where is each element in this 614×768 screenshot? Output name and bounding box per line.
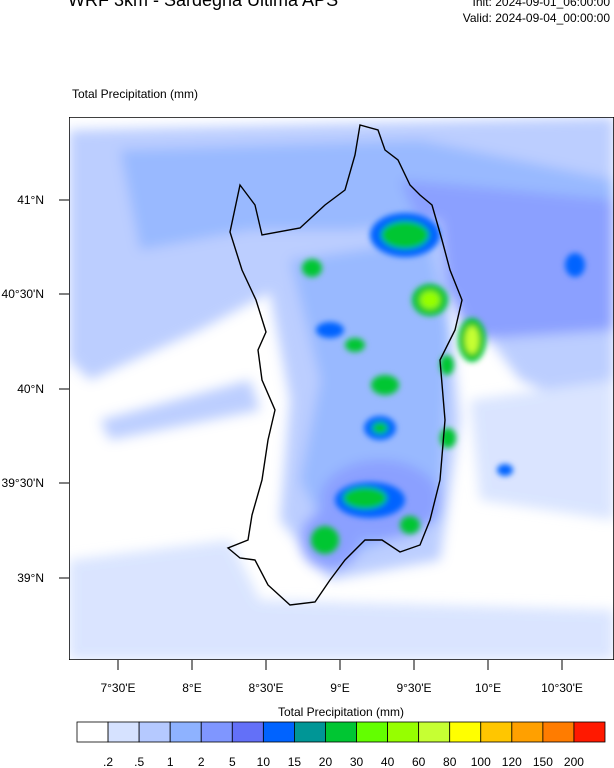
colorbar-label: 60 <box>412 755 426 768</box>
colorbar-swatch <box>480 721 513 743</box>
valid-time: Valid: 2024-09-04_00:00:00 <box>463 11 611 25</box>
lat-label: 39°30'N <box>2 476 44 490</box>
colorbar-swatch <box>387 721 420 743</box>
colorbar-swatch <box>573 721 606 743</box>
lon-label: 10°30'E <box>541 681 583 695</box>
colorbar-label: .5 <box>134 755 144 768</box>
colorbar-swatch <box>76 721 109 743</box>
lat-label: 40°30'N <box>2 287 44 301</box>
colorbar-title: Total Precipitation (mm) <box>278 705 404 719</box>
colorbar-label: .2 <box>103 755 113 768</box>
colorbar-label: 40 <box>381 755 395 768</box>
colorbar-label: 150 <box>533 755 553 768</box>
lon-label: 8°30'E <box>248 681 283 695</box>
latitude-axis: 41°N 40°30'N 40°N 39°30'N 39°N <box>2 193 69 585</box>
colorbar-label: 5 <box>229 755 236 768</box>
lat-label: 40°N <box>17 382 44 396</box>
colorbar: .2 .5 1 2 5 10 15 20 30 40 60 80 100 120 150 200 <box>76 721 606 768</box>
colorbar-label: 1 <box>167 755 174 768</box>
colorbar-swatch <box>169 721 202 743</box>
lon-label: 8°E <box>182 681 201 695</box>
colorbar-swatch <box>107 721 140 743</box>
lon-label: 7°30'E <box>100 681 135 695</box>
lat-label: 39°N <box>17 571 44 585</box>
colorbar-swatch <box>449 721 482 743</box>
colorbar-label: 100 <box>471 755 491 768</box>
colorbar-label: 120 <box>502 755 522 768</box>
colorbar-swatch <box>356 721 388 743</box>
colorbar-label: 15 <box>288 755 302 768</box>
colorbar-swatch <box>294 721 326 743</box>
colorbar-label: 2 <box>198 755 205 768</box>
colorbar-swatch <box>200 721 233 743</box>
colorbar-swatch <box>511 721 544 743</box>
precipitation-field <box>69 117 614 660</box>
init-time: Init: 2024-09-01_06:00:00 <box>473 0 611 9</box>
page-title: WRF 3km - Sardegna Ultima APS <box>68 0 338 10</box>
colorbar-label: 10 <box>257 755 271 768</box>
lon-label: 10°E <box>475 681 501 695</box>
lat-label: 41°N <box>17 193 44 207</box>
lon-label: 9°E <box>330 681 349 695</box>
colorbar-swatch <box>542 721 575 743</box>
longitude-axis: 7°30'E 8°E 8°30'E 9°E 9°30'E 10°E 10°30'… <box>100 660 583 695</box>
colorbar-swatch <box>262 721 295 743</box>
colorbar-label: 30 <box>350 755 364 768</box>
colorbar-swatch <box>325 721 357 743</box>
map-title: Total Precipitation (mm) <box>72 87 198 101</box>
colorbar-swatch <box>231 721 264 743</box>
colorbar-label: 20 <box>319 755 333 768</box>
colorbar-swatch <box>418 721 451 743</box>
colorbar-swatch <box>138 721 171 743</box>
colorbar-label: 200 <box>564 755 584 768</box>
lon-label: 9°30'E <box>396 681 431 695</box>
colorbar-label: 80 <box>443 755 457 768</box>
